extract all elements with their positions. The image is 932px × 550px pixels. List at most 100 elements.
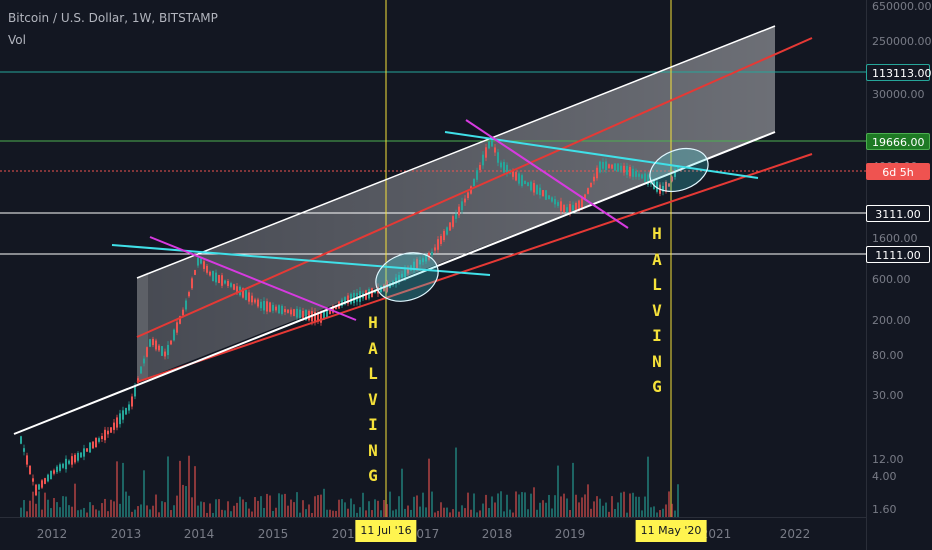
candle-body (419, 259, 421, 265)
trendline-cyan-1[interactable] (111, 244, 491, 276)
volume-bar (635, 496, 637, 517)
candle-body (464, 198, 466, 203)
candle-body (425, 255, 427, 262)
candle-body (113, 422, 115, 430)
volume-bar (263, 507, 265, 517)
indicator-label[interactable]: Vol (8, 33, 26, 47)
candle-body (290, 309, 292, 315)
volume-bar (611, 496, 613, 517)
price-label[interactable]: 113113.00 (866, 64, 932, 81)
halving-letter: L (652, 275, 662, 294)
volume-bar (266, 493, 268, 517)
candle-body (41, 480, 43, 488)
candle-body (635, 171, 637, 177)
candle-body (503, 162, 505, 173)
candle-body (518, 173, 520, 184)
candle-body (59, 464, 61, 471)
channel-lower-red[interactable] (136, 153, 813, 383)
candle-body (473, 178, 475, 187)
candle-body (560, 201, 562, 212)
candle-body (581, 198, 583, 208)
volume-bar (245, 502, 247, 517)
candle-body (674, 169, 676, 177)
candle-body (143, 358, 145, 364)
price-axis-label: 650000.00 (872, 0, 932, 13)
candle-body (227, 280, 229, 287)
volume-bar (662, 508, 664, 517)
candle-body (215, 272, 217, 283)
price-label[interactable]: 19666.00 (866, 133, 930, 150)
trendline-magenta-2[interactable] (465, 119, 629, 229)
candle-body (575, 203, 577, 211)
channel-lower-white[interactable] (13, 131, 776, 435)
volume-bar (20, 507, 22, 517)
volume-bar (386, 504, 388, 517)
volume-bar (140, 504, 142, 517)
price-axis-label: 250000.00 (872, 35, 932, 48)
candle-body (149, 339, 151, 347)
volume-bar (332, 510, 334, 517)
candle-body (104, 429, 106, 441)
halving-date-label: 11 Jul '16 (355, 520, 417, 542)
volume-bar (278, 493, 280, 517)
candle-body (119, 413, 121, 425)
candle-body (23, 448, 25, 452)
candle-body (548, 195, 550, 200)
halving-ellipse-2016[interactable] (369, 244, 445, 309)
trendline-magenta-1[interactable] (149, 236, 357, 321)
halving-ellipse-2020[interactable] (644, 141, 714, 199)
symbol-title[interactable]: Bitcoin / U.S. Dollar, 1W, BITSTAMP (8, 11, 218, 25)
candle-body (212, 271, 214, 281)
volume-bar (629, 493, 631, 517)
price-axis-label: 12.00 (872, 453, 904, 466)
candle-body (443, 230, 445, 241)
volume-bar (56, 502, 58, 517)
volume-bar (404, 508, 406, 517)
volume-bar (560, 496, 562, 517)
volume-bar (647, 456, 649, 517)
volume-bar (89, 502, 91, 517)
candle-body (665, 181, 667, 192)
candle-body (512, 171, 514, 177)
volume-bar (119, 503, 121, 517)
price-label[interactable]: 1111.00 (866, 246, 930, 263)
channel-upper-white[interactable] (136, 25, 776, 279)
volume-bar (488, 508, 490, 517)
candle-body (35, 484, 37, 496)
volume-bar (584, 494, 586, 517)
candle-body (287, 309, 289, 313)
volume-bar (35, 503, 37, 517)
candle-body (626, 166, 628, 175)
volume-bar (122, 462, 124, 517)
volume-bar (287, 505, 289, 517)
volume-bar (248, 508, 250, 517)
candle-body (116, 417, 118, 428)
candle-body (671, 176, 673, 182)
candle-body (656, 181, 658, 192)
volume-bar (536, 509, 538, 517)
volume-bar (554, 495, 556, 517)
candle-body (278, 305, 280, 314)
price-label[interactable]: 6d 5h (866, 163, 930, 180)
halving-letter: V (652, 300, 662, 320)
volume-bar (41, 509, 43, 517)
candle-body (314, 311, 316, 322)
volume-bar (518, 494, 520, 517)
candle-body (614, 163, 616, 171)
volume-bar (269, 495, 271, 517)
channel-upper-red[interactable] (136, 37, 813, 338)
candle-body (305, 309, 307, 321)
candle-body (644, 173, 646, 182)
volume-bar (44, 492, 46, 517)
volume-bar (239, 496, 241, 517)
candle-body (638, 173, 640, 177)
volume-bar (296, 492, 298, 517)
candle-body (302, 310, 304, 318)
volume-bar (500, 491, 502, 517)
price-label[interactable]: 3111.00 (866, 205, 930, 222)
candle-body (605, 161, 607, 171)
volume-bar (173, 505, 175, 517)
candle-body (89, 442, 91, 453)
volume-bar (74, 483, 76, 517)
